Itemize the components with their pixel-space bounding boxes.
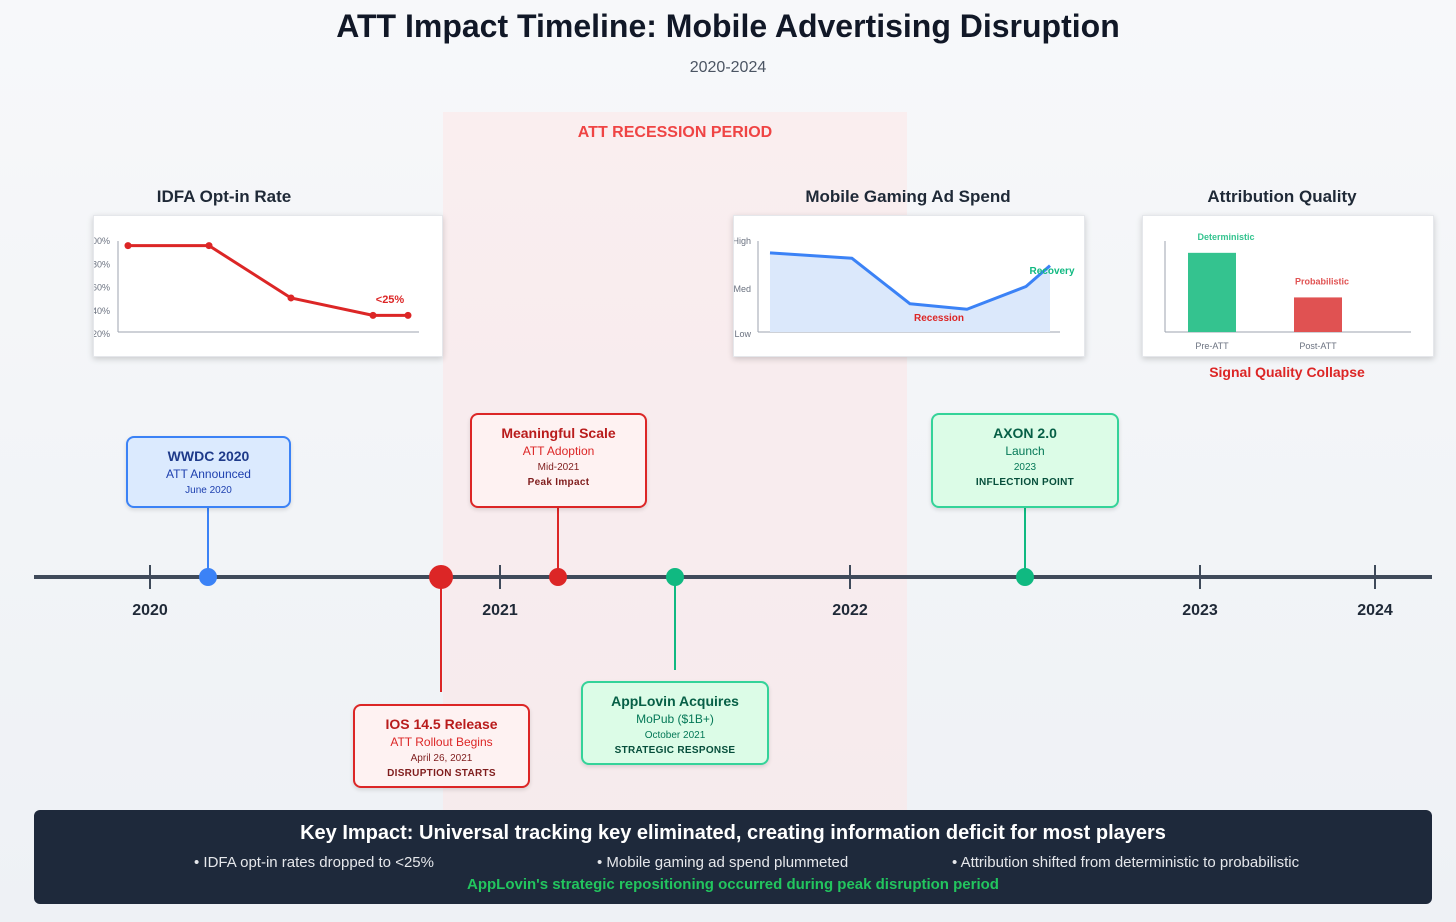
event-tag: Peak Impact: [527, 477, 590, 488]
ad-spend-chart: High Med Low Recession Recovery: [732, 236, 1074, 339]
attribution-bar-label: Deterministic: [1197, 232, 1254, 242]
axon-marker: [1016, 568, 1034, 586]
idfa-y-tick-label: 20%: [94, 329, 110, 339]
idfa-chart-panel: 100% 80% 60% 40% 20% <25%: [87, 215, 443, 357]
event-card-scale: Meaningful Scale ATT Adoption Mid-2021 P…: [470, 413, 647, 508]
page-subtitle: 2020-2024: [689, 59, 767, 76]
summary-title: Key Impact: Universal tracking key elimi…: [300, 822, 1166, 844]
event-card-wwdc: WWDC 2020 ATT Announced June 2020: [126, 436, 291, 508]
event-title: AppLovin Acquires: [611, 693, 739, 709]
idfa-y-tick-label: 60%: [94, 283, 110, 293]
idfa-data-point: [205, 242, 213, 250]
event-date: October 2021: [644, 730, 706, 741]
idfa-data-point: [124, 242, 132, 250]
idfa-y-tick-label: 100%: [94, 236, 110, 246]
ad-spend-chart-panel: High Med Low Recession Recovery: [732, 215, 1085, 357]
event-tag: STRATEGIC RESPONSE: [614, 745, 736, 756]
idfa-data-point: [287, 294, 295, 302]
event-tag: DISRUPTION STARTS: [387, 768, 496, 779]
ad-spend-y-tick-label: Med: [734, 284, 751, 294]
ad-spend-line: [769, 251, 1051, 311]
idfa-annotation: <25%: [376, 294, 405, 306]
idfa-chart-title: IDFA Opt-in Rate: [156, 187, 292, 206]
event-tag: INFLECTION POINT: [975, 477, 1075, 488]
idfa-chart: 100% 80% 60% 40% 20% <25%: [87, 236, 419, 339]
ad-spend-annotation-recession: Recession: [914, 313, 964, 324]
ad-spend-chart-title: Mobile Gaming Ad Spend: [805, 187, 1011, 206]
attribution-caption: Signal Quality Collapse: [1209, 364, 1365, 380]
attribution-bar: [1294, 297, 1342, 332]
event-date: 2023: [1013, 462, 1037, 473]
event-card-mopub: AppLovin Acquires MoPub ($1B+) October 2…: [581, 681, 769, 765]
mopub-marker: [666, 568, 684, 586]
attribution-bar-label: Probabilistic: [1295, 276, 1349, 286]
ad-spend-annotation-recovery: Recovery: [1029, 266, 1074, 277]
attribution-x-tick-label: Post-ATT: [1299, 341, 1337, 351]
attribution-x-tick-label: Pre-ATT: [1195, 341, 1229, 351]
event-subtitle: ATT Rollout Begins: [390, 735, 493, 749]
event-card-ios: IOS 14.5 Release ATT Rollout Begins Apri…: [353, 704, 530, 788]
event-title: AXON 2.0: [993, 425, 1057, 441]
scale-marker: [549, 568, 567, 586]
idfa-data-point: [404, 311, 412, 319]
idfa-y-tick-label: 80%: [94, 259, 110, 269]
summary-bullet: • IDFA opt-in rates dropped to <25%: [194, 854, 434, 871]
ad-spend-y-tick-label: High: [734, 236, 751, 246]
year-label-2024: 2024: [1357, 602, 1393, 619]
ad-spend-area: [770, 252, 1050, 332]
summary-footer: AppLovin's strategic repositioning occur…: [467, 876, 999, 893]
year-label-2021: 2021: [482, 602, 518, 619]
event-title: IOS 14.5 Release: [385, 716, 498, 732]
ad-spend-y-tick-label: Low: [734, 329, 751, 339]
event-subtitle: ATT Adoption: [522, 444, 595, 458]
event-card-axon: AXON 2.0 Launch 2023 INFLECTION POINT: [931, 413, 1119, 508]
event-subtitle: Launch: [1005, 444, 1045, 458]
year-label-2020: 2020: [132, 602, 168, 619]
attribution-chart-title: Attribution Quality: [1207, 187, 1357, 206]
year-label-2022: 2022: [832, 602, 868, 619]
page-title: ATT Impact Timeline: Mobile Advertising …: [336, 8, 1120, 44]
event-subtitle: ATT Announced: [166, 467, 251, 481]
idfa-y-tick-label: 40%: [94, 306, 110, 316]
event-title: Meaningful Scale: [501, 425, 616, 441]
event-title: WWDC 2020: [167, 448, 250, 464]
summary-bullet: • Attribution shifted from deterministic…: [952, 854, 1300, 871]
summary-bullet: • Mobile gaming ad spend plummeted: [597, 854, 849, 871]
key-impact-summary: Key Impact: Universal tracking key elimi…: [34, 810, 1432, 904]
ios-marker: [429, 565, 453, 589]
event-date: Mid-2021: [537, 462, 580, 473]
event-date: June 2020: [185, 485, 232, 496]
recession-period-label: ATT RECESSION PERIOD: [577, 124, 773, 141]
attribution-bar: [1188, 252, 1236, 332]
attribution-chart-panel: Pre-ATT Deterministic Post-ATT Probabilisti…: [1142, 215, 1434, 357]
event-date: April 26, 2021: [410, 753, 473, 764]
event-subtitle: MoPub ($1B+): [636, 712, 714, 726]
year-label-2023: 2023: [1182, 602, 1218, 619]
idfa-data-point: [369, 311, 377, 319]
wwdc-marker: [199, 568, 217, 586]
attribution-chart: Pre-ATT Deterministic Post-ATT Probabilisti…: [1164, 232, 1411, 351]
